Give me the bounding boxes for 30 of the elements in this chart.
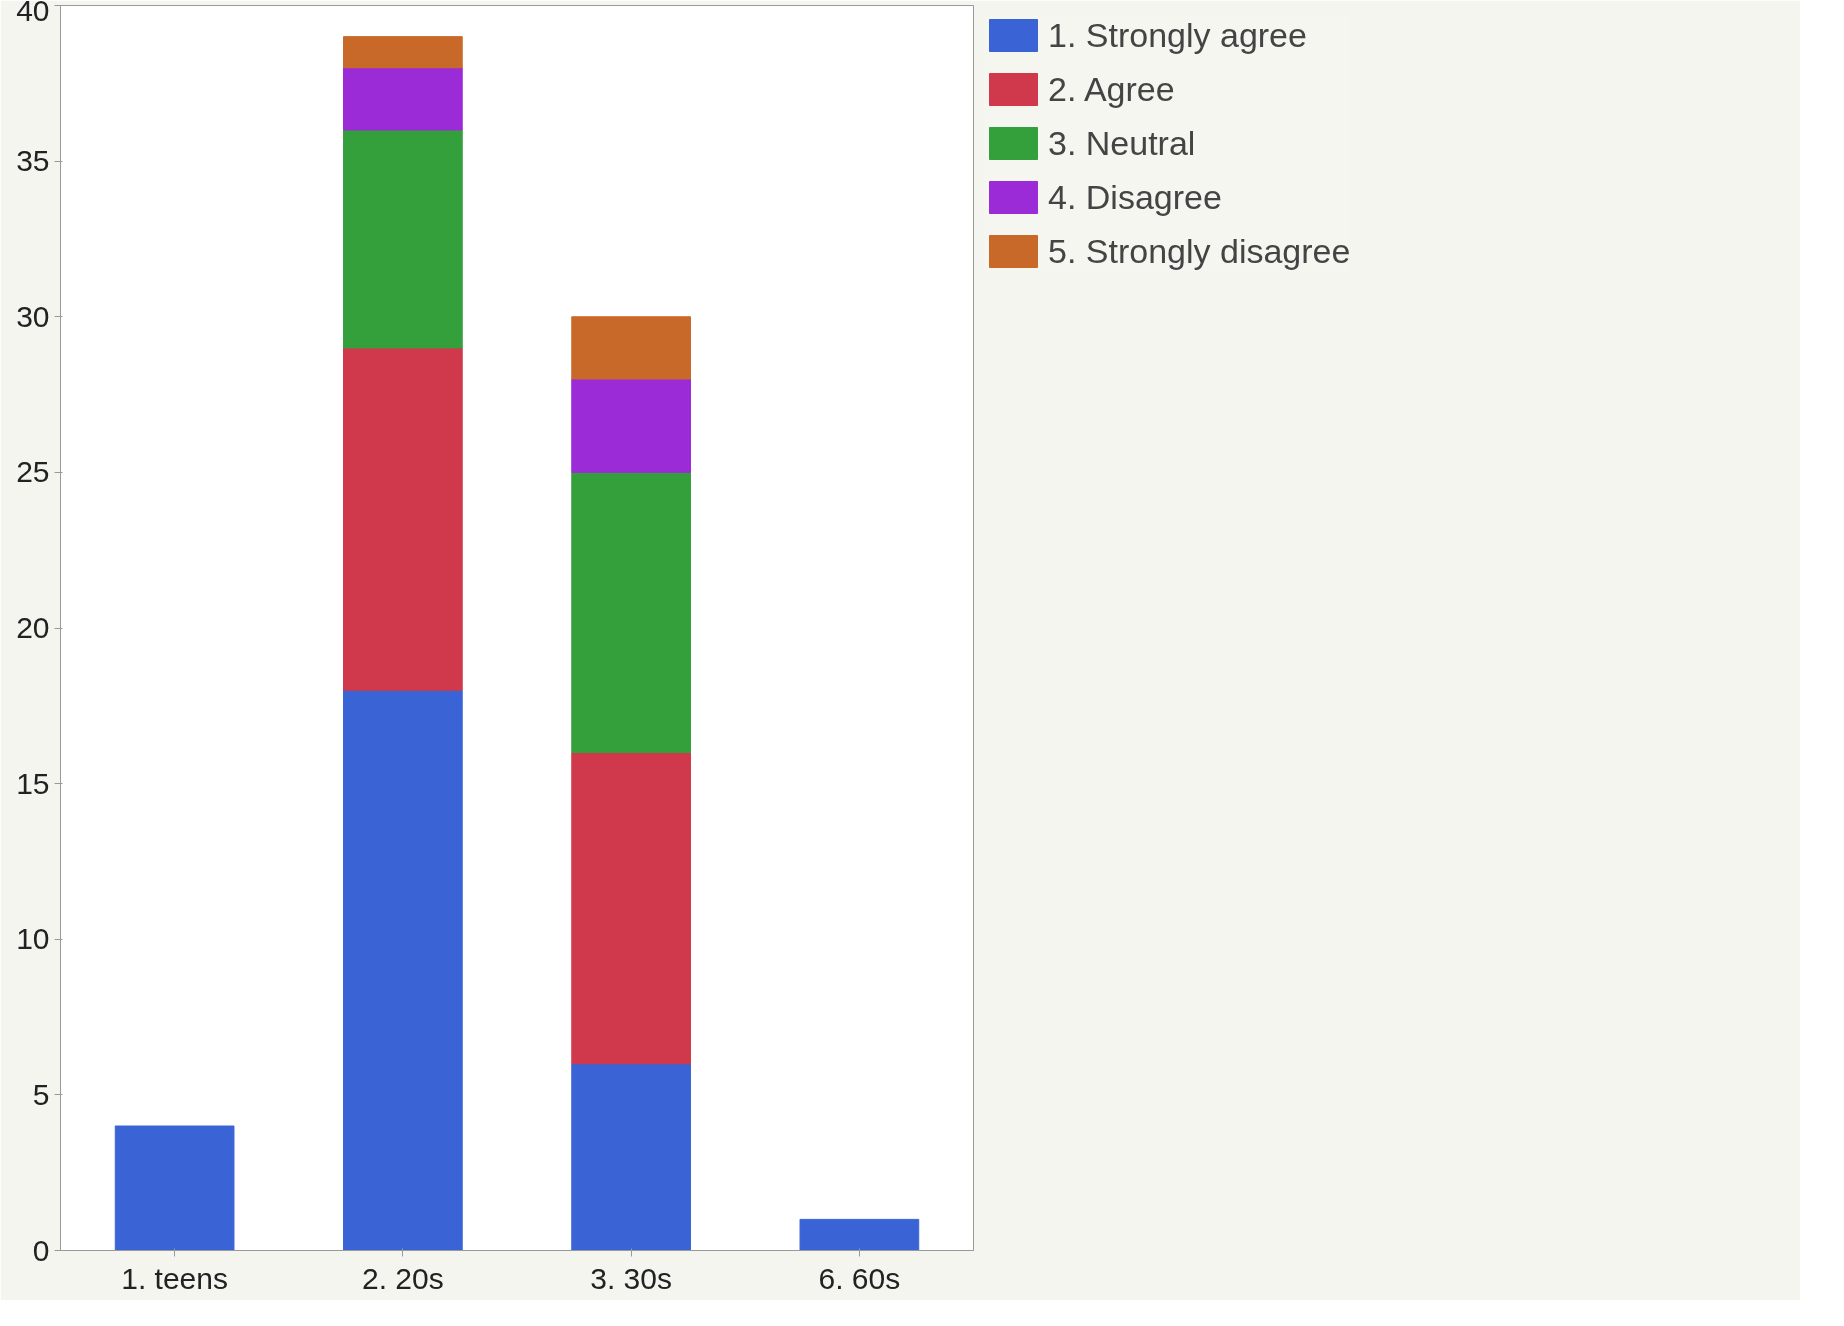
x-tick-label: 6. 60s: [818, 1261, 901, 1295]
legend-label: 4. Disagree: [1048, 177, 1222, 217]
bar: [799, 1218, 920, 1251]
legend-label: 3. Neutral: [1048, 123, 1196, 163]
y-tick-label: 30: [16, 299, 50, 333]
bar: [343, 36, 463, 69]
bar: [571, 316, 691, 380]
bar: [571, 378, 691, 473]
x-tick-label: 2. 20s: [362, 1261, 444, 1295]
bar: [343, 129, 463, 349]
bar: [571, 1063, 691, 1251]
y-tick-label: 35: [16, 144, 50, 178]
y-tick-label: 40: [16, 0, 50, 27]
y-tick-label: 0: [32, 1233, 50, 1267]
legend-label: 2. Agree: [1048, 69, 1175, 109]
y-tick-label: 25: [16, 455, 50, 489]
bar: [343, 67, 463, 131]
x-tick-label: 3. 30s: [590, 1261, 672, 1295]
y-tick-label: 20: [16, 611, 50, 644]
x-tick-label: 1. teens: [121, 1261, 228, 1295]
y-tick-label: 5: [32, 1077, 50, 1111]
legend-label: 1. Strongly agree: [1048, 15, 1307, 55]
y-tick-label: 15: [16, 766, 50, 800]
bar: [343, 689, 463, 1251]
bar: [343, 347, 463, 691]
bar: [114, 1125, 235, 1251]
y-tick-label: 10: [16, 922, 50, 956]
legend-label: 5. Strongly disagree: [1048, 231, 1351, 271]
bar: [571, 752, 691, 1065]
bar: [571, 471, 691, 753]
